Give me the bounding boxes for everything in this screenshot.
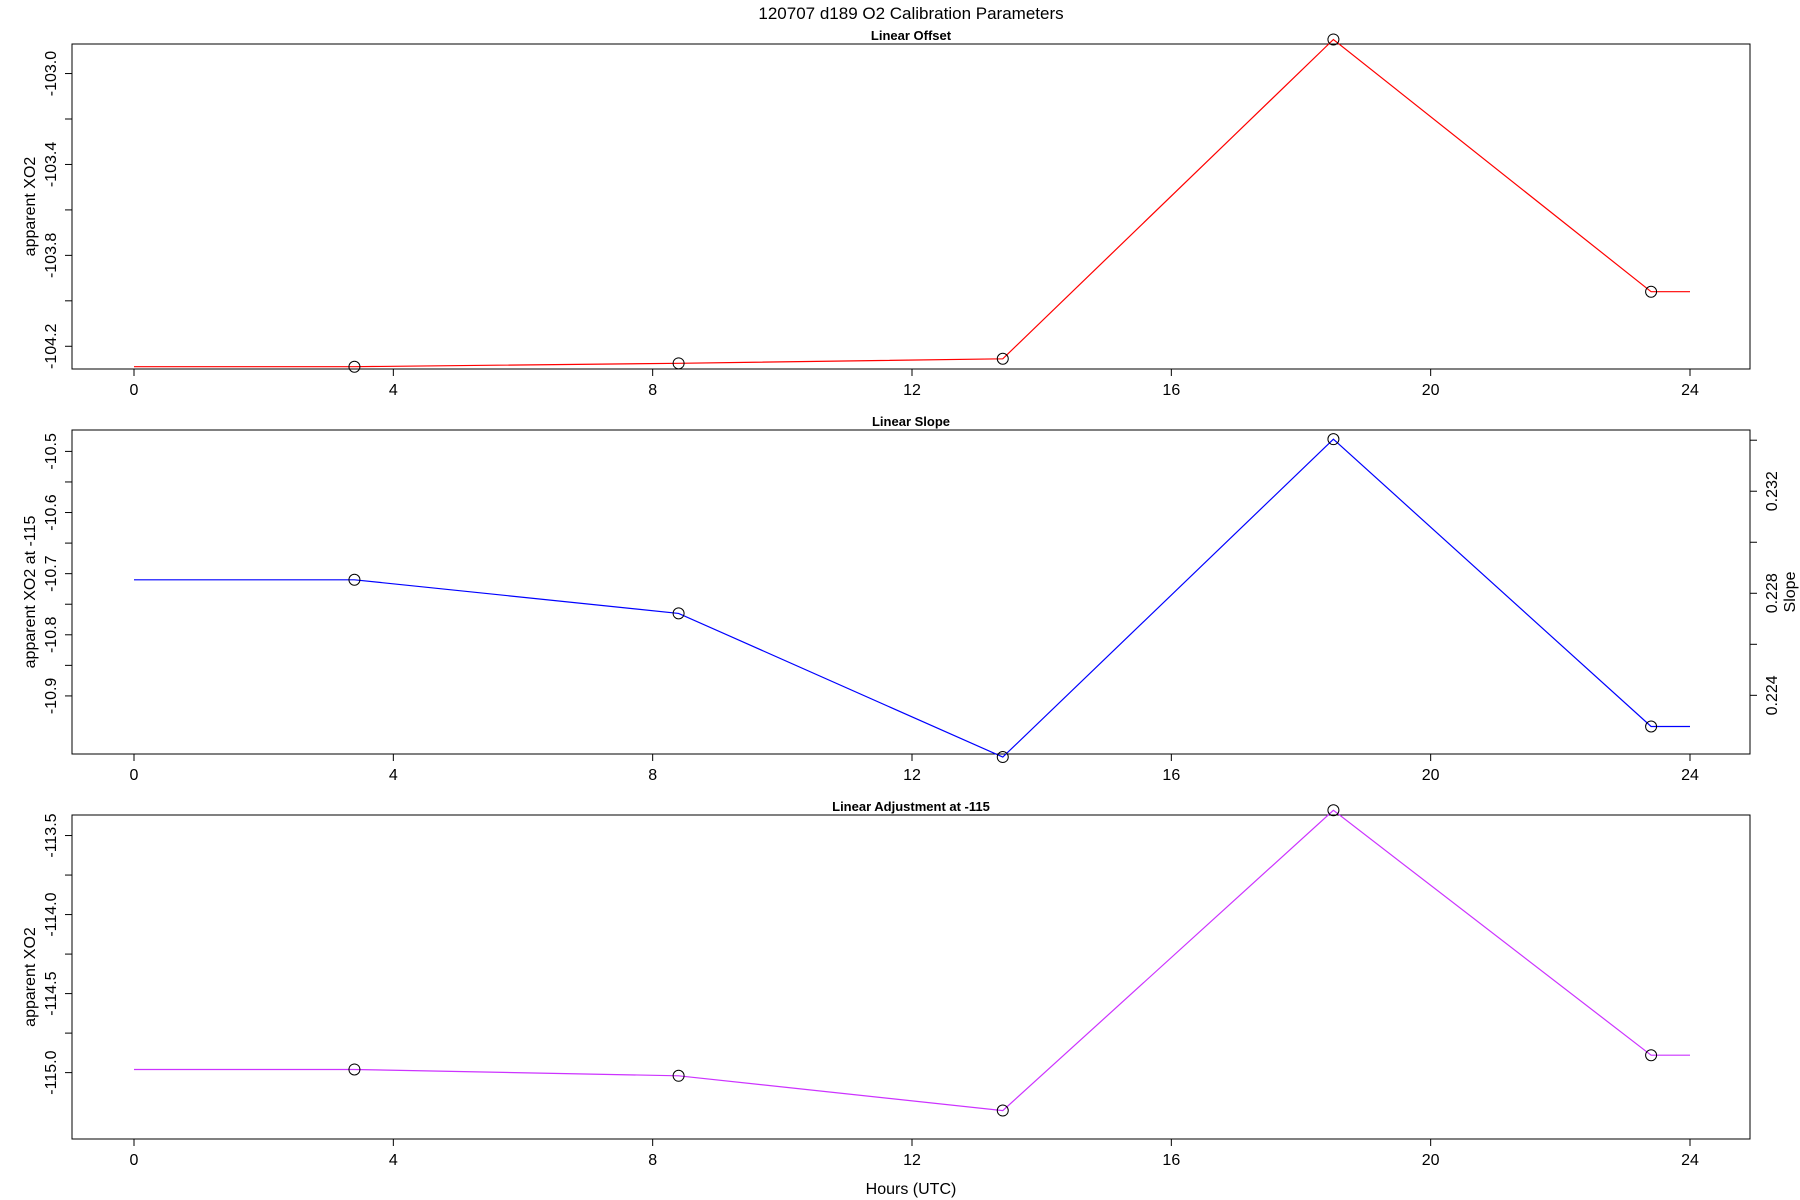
- plot-frame: [71, 429, 1751, 755]
- panel-title: Linear Offset: [871, 28, 952, 43]
- data-point: [1327, 804, 1340, 817]
- data-point: [996, 1104, 1009, 1117]
- data-point: [348, 360, 361, 373]
- y-tick-label: -113.5: [43, 813, 60, 857]
- data-point: [672, 1069, 685, 1082]
- y-tick-label: -115.0: [43, 1050, 60, 1094]
- y-tick-label: -103.8: [43, 233, 60, 278]
- x-tick-label: 4: [389, 767, 398, 784]
- x-tick-label: 8: [648, 1152, 657, 1169]
- x-tick-label: 16: [1162, 767, 1180, 784]
- data-point: [348, 1063, 361, 1076]
- data-point: [1645, 285, 1658, 298]
- y-axis-label: apparent XO2: [22, 157, 39, 257]
- data-point: [1327, 433, 1340, 446]
- data-point: [996, 751, 1009, 764]
- plot-frame: [71, 43, 1751, 370]
- series-line: [134, 38, 1690, 368]
- x-tick-label: 20: [1422, 382, 1440, 399]
- panel-title: Linear Slope: [872, 414, 950, 429]
- y-tick-label: -103.4: [43, 142, 60, 187]
- panel-2: Linear Slope 0 4 8 12 16 20 24 -10.9 -10.8 -10.7 -1…: [22, 414, 1799, 784]
- data-point: [1327, 33, 1340, 46]
- y-right-tick-label: 0.224: [1764, 675, 1781, 715]
- panel-3: Linear Adjustment at -115 0 4 8 12 16 20 24 -115…: [22, 799, 1751, 1169]
- x-tick-label: 12: [903, 767, 921, 784]
- y-axis-label: apparent XO2: [22, 927, 39, 1027]
- figure-title: 120707 d189 O2 Calibration Parameters: [758, 4, 1063, 23]
- x-tick-label: 16: [1162, 1152, 1180, 1169]
- x-tick-label: 0: [130, 382, 139, 399]
- data-point: [1645, 720, 1658, 733]
- data-point: [996, 352, 1009, 365]
- y-tick-label: -114.5: [43, 971, 60, 1015]
- x-tick-label: 20: [1422, 767, 1440, 784]
- y-tick-label: -10.8: [43, 616, 60, 653]
- x-tick-label: 0: [130, 767, 139, 784]
- x-tick-label: 8: [648, 382, 657, 399]
- y-axis-label: apparent XO2 at -115: [22, 516, 39, 669]
- y-tick-label: -10.5: [43, 433, 60, 470]
- y-tick-label: -10.9: [43, 678, 60, 715]
- y-right-axis-label: Slope: [1782, 571, 1799, 612]
- x-tick-label: 12: [903, 382, 921, 399]
- y-right-tick-label: 0.232: [1764, 471, 1781, 511]
- panel-title: Linear Adjustment at -115: [832, 799, 990, 814]
- x-tick-label: 0: [130, 1152, 139, 1169]
- y-right-tick-label: 0.228: [1764, 573, 1781, 613]
- x-axis-label: Hours (UTC): [866, 1181, 957, 1198]
- x-tick-label: 16: [1162, 382, 1180, 399]
- x-tick-label: 24: [1681, 1152, 1699, 1169]
- data-point: [348, 573, 361, 586]
- x-tick-label: 20: [1422, 1152, 1440, 1169]
- chart-panels: Linear Offset 0 4 8 12 16 20 24 -104.2 -103.8 -103…: [22, 28, 1799, 1169]
- plot-frame: [71, 814, 1751, 1140]
- x-tick-label: 4: [389, 382, 398, 399]
- x-tick-label: 12: [903, 1152, 921, 1169]
- panel-1: Linear Offset 0 4 8 12 16 20 24 -104.2 -103.8 -103…: [22, 28, 1751, 399]
- data-point: [672, 607, 685, 620]
- x-tick-label: 24: [1681, 382, 1699, 399]
- y-tick-label: -114.0: [43, 892, 60, 936]
- y-tick-label: -103.0: [43, 51, 60, 96]
- series-line: [134, 809, 1690, 1112]
- data-point: [1645, 1049, 1658, 1062]
- x-tick-label: 8: [648, 767, 657, 784]
- y-tick-label: -10.6: [43, 494, 60, 531]
- x-tick-label: 24: [1681, 767, 1699, 784]
- y-tick-label: -10.7: [43, 555, 60, 592]
- x-tick-label: 4: [389, 1152, 398, 1169]
- y-tick-label: -104.2: [43, 323, 60, 368]
- series-line: [134, 438, 1690, 758]
- data-point: [672, 357, 685, 370]
